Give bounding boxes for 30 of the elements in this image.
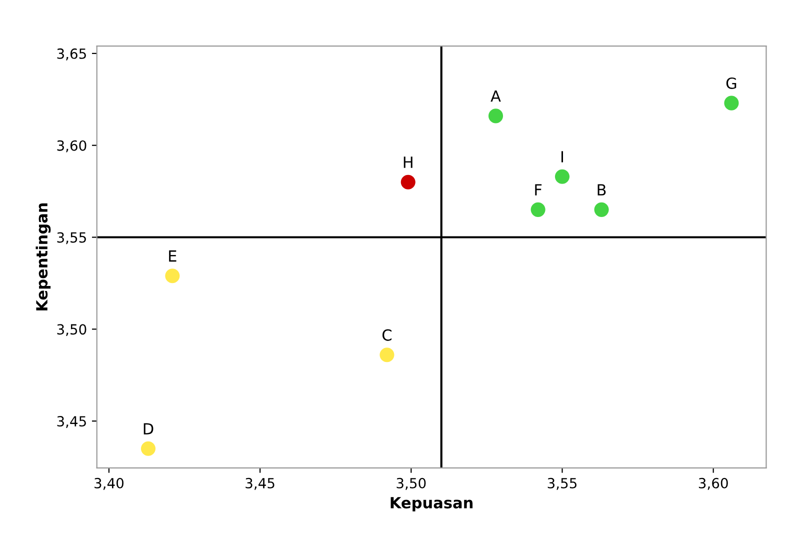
annotation: E: [169, 250, 176, 262]
point: [724, 96, 739, 110]
x-tick-label: 3,60: [698, 478, 728, 490]
x-tick-label: 3,50: [396, 478, 426, 490]
annotation: F: [535, 184, 542, 196]
annotation: G: [726, 77, 736, 90]
annotation: A: [490, 90, 501, 102]
point: [530, 202, 546, 217]
annotation: D: [144, 423, 154, 434]
point: [554, 169, 570, 184]
point: [488, 108, 504, 124]
point: [165, 268, 180, 284]
annotation: H: [404, 156, 412, 168]
y-tick-label: 3,65: [57, 48, 86, 60]
annotation: I: [561, 151, 563, 162]
x-axis-title: Kepuasan: [390, 497, 473, 512]
point: [380, 348, 394, 362]
y-axis-title: Kepentingan: [36, 203, 51, 310]
y-tick-label: 3,55: [57, 232, 86, 244]
point: [140, 441, 156, 456]
point: [400, 174, 416, 190]
annotation: C: [382, 329, 392, 341]
x-tick-label: 3,40: [94, 478, 124, 490]
y-tick-label: 3,45: [57, 416, 86, 428]
y-tick-label: 3,50: [57, 324, 86, 336]
annotation: B: [598, 184, 606, 196]
x-tick-label: 3,45: [246, 478, 274, 490]
point: [594, 202, 609, 217]
y-tick-label: 3,60: [57, 140, 86, 152]
x-tick-label: 3,55: [548, 478, 576, 490]
